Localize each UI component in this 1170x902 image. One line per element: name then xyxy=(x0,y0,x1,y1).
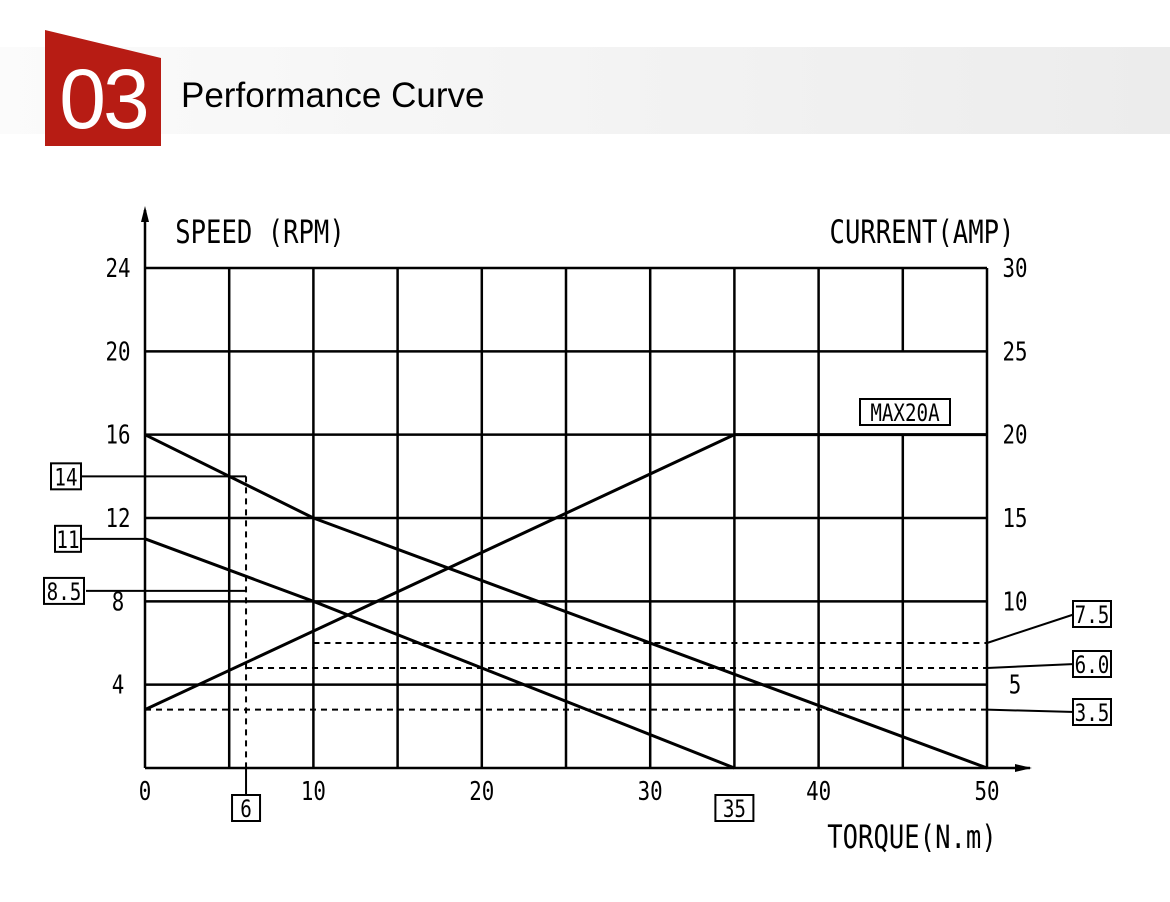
header-banner xyxy=(0,47,1170,134)
series-speed-high xyxy=(144,433,988,770)
y-right-tick-label: 15 xyxy=(1002,503,1027,534)
torque-marker-6: 6 xyxy=(240,796,252,824)
current-marker: 3.5 xyxy=(1075,700,1110,728)
current-marker-box xyxy=(1072,698,1112,726)
y-right-tick-label: 25 xyxy=(1002,336,1027,367)
x-tick-label: 50 xyxy=(974,776,999,807)
current-marker-leader xyxy=(986,613,1076,644)
speed-marker-11: 11 xyxy=(56,527,79,555)
y-left-tick-label: 12 xyxy=(105,503,130,534)
section-title: Performance Curve xyxy=(181,76,485,115)
torque-marker-35: 35 xyxy=(723,796,746,824)
series-speed-low xyxy=(144,537,735,770)
current-marker-leader xyxy=(986,663,1076,669)
y-right-tick-label: 10 xyxy=(1002,586,1027,617)
max-current-label-box xyxy=(859,398,951,426)
y-left-tick-label: 16 xyxy=(105,419,130,450)
current-marker: 6.0 xyxy=(1075,652,1110,680)
y-right-tick-label: 30 xyxy=(1002,253,1027,284)
y-left-tick-label: 4 xyxy=(112,669,125,700)
y-left-tick-label: 24 xyxy=(105,253,130,284)
x-tick-label: 20 xyxy=(469,776,494,807)
x-axis-title: TORQUE(N.m) xyxy=(827,818,996,856)
torque-marker-35-box xyxy=(714,794,755,822)
torque-marker-6-box xyxy=(231,794,262,822)
y-axis-arrow xyxy=(141,206,149,222)
speed-marker-8-5-box xyxy=(43,576,85,605)
y-left-axis-title: SPEED (RPM) xyxy=(175,213,344,251)
x-tick-label: 0 xyxy=(139,776,152,807)
speed-marker-8-5: 8.5 xyxy=(47,579,82,607)
max-current-label: MAX20A xyxy=(870,400,939,428)
x-axis-arrow xyxy=(1015,764,1032,772)
speed-marker-14-box xyxy=(50,462,82,491)
y-right-tick-label: 20 xyxy=(1002,419,1027,450)
y-left-tick-label: 8 xyxy=(112,586,125,617)
series-current xyxy=(144,433,987,712)
section-number: 03 xyxy=(59,52,149,146)
speed-marker-14: 14 xyxy=(54,464,77,492)
y-right-axis-title: CURRENT(AMP) xyxy=(830,213,1015,251)
y-right-tick-label: 5 xyxy=(1009,669,1022,700)
speed-marker-11-box xyxy=(54,524,82,553)
x-tick-label: 10 xyxy=(301,776,326,807)
current-marker-box xyxy=(1072,650,1112,678)
current-marker-leader xyxy=(986,708,1076,713)
section-badge xyxy=(45,30,161,146)
y-left-tick-label: 20 xyxy=(105,336,130,367)
x-tick-label: 30 xyxy=(638,776,663,807)
current-marker: 7.5 xyxy=(1075,602,1110,630)
current-marker-box xyxy=(1072,600,1112,628)
x-tick-label: 40 xyxy=(806,776,831,807)
